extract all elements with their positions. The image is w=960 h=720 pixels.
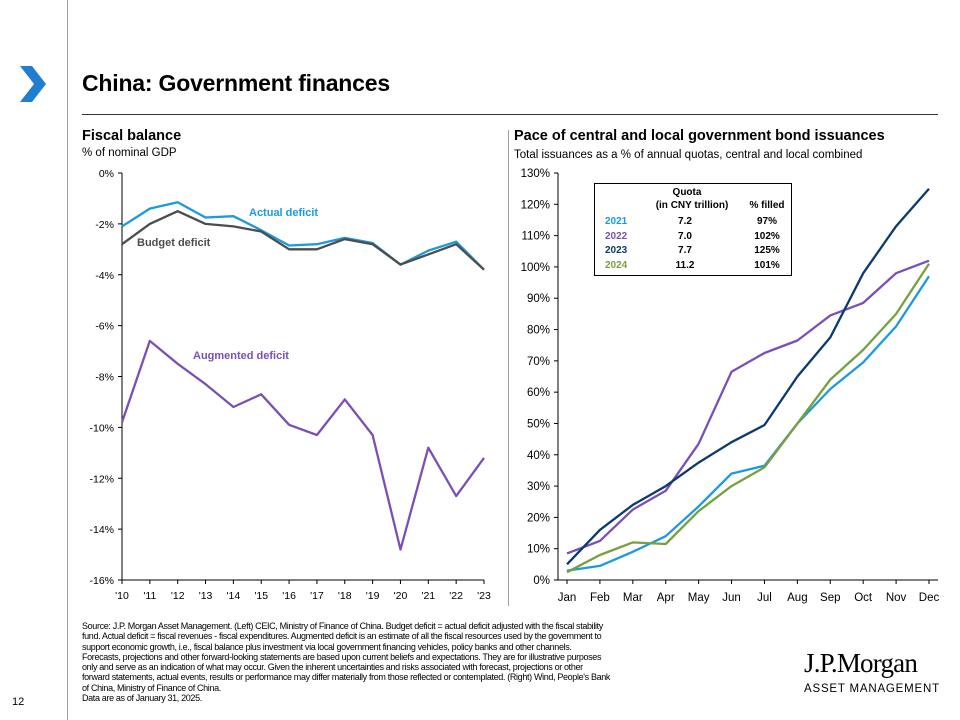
right-chart-title: Pace of central and local government bon…	[514, 128, 885, 144]
x-tick-label: '15	[254, 590, 268, 602]
x-tick-label: '21	[421, 590, 435, 602]
y-tick-label: -8%	[95, 372, 114, 384]
quota-header-units: (in CNY trillion)	[655, 200, 729, 211]
y-tick-label: 10%	[527, 544, 550, 556]
x-tick-label: Mar	[623, 592, 643, 604]
x-tick-label: May	[688, 592, 710, 604]
series-line-budget-deficit	[121, 210, 485, 271]
quota-cell-quota: 7.7	[678, 245, 692, 256]
jpmorgan-logo: J.P.Morgan ASSET MANAGEMENT	[804, 648, 940, 695]
x-tick-label: '12	[171, 590, 185, 602]
source-line: Forecasts, projections and other forward…	[82, 651, 602, 662]
quota-cell-year: 2024	[605, 259, 628, 271]
x-tick-label: Oct	[854, 592, 873, 604]
source-line: Source: J.P. Morgan Asset Management. (L…	[82, 621, 603, 631]
quota-cell-year: 2021	[605, 216, 628, 227]
y-tick-label: 120%	[521, 199, 550, 211]
quota-cell-year: 2023	[605, 245, 628, 256]
series-line-2024	[566, 263, 930, 574]
y-tick-label: 110%	[521, 231, 550, 243]
x-tick-label: Jun	[722, 592, 741, 604]
x-tick-label: '10	[115, 590, 129, 602]
x-tick-label: Apr	[657, 592, 675, 604]
y-tick-label: 80%	[527, 325, 550, 337]
series-line-actual-deficit	[121, 201, 485, 271]
y-tick-label: -2%	[95, 219, 114, 231]
title-rule	[82, 114, 938, 115]
y-tick-label: 0%	[99, 168, 114, 180]
y-tick-label: 0%	[533, 575, 550, 587]
x-tick-label: '14	[227, 590, 241, 602]
y-tick-label: 70%	[527, 356, 550, 368]
quota-cell-filled: 101%	[754, 259, 780, 271]
quota-cell-quota: 7.2	[678, 216, 692, 227]
source-line: of China, Ministry of Finance of China.	[82, 682, 221, 693]
series-label-augmented-deficit: Augmented deficit	[193, 350, 289, 362]
x-tick-label: Dec	[919, 592, 940, 604]
filled-header: % filled	[749, 200, 785, 211]
x-tick-label: '13	[199, 590, 213, 602]
series-line-2022	[566, 259, 930, 555]
y-tick-label: -6%	[95, 321, 114, 333]
y-tick-label: 40%	[527, 450, 550, 462]
x-tick-label: '20	[394, 590, 408, 602]
x-tick-label: '23	[477, 590, 491, 602]
x-tick-label: '22	[449, 590, 463, 602]
x-tick-label: Nov	[886, 592, 907, 604]
x-tick-label: Jan	[558, 592, 577, 604]
quota-table: Quota (in CNY trillion) % filled 2021 7.2…	[594, 183, 792, 276]
quota-cell-filled: 102%	[754, 230, 780, 242]
y-tick-label: 90%	[527, 293, 550, 305]
logo-subtitle: ASSET MANAGEMENT	[804, 683, 940, 695]
x-tick-label: '19	[366, 590, 380, 602]
y-tick-label: 20%	[527, 512, 550, 524]
series-line-2021	[566, 275, 930, 572]
quota-header: Quota	[672, 187, 702, 198]
y-tick-label: 130%	[521, 168, 550, 180]
y-tick-label: 60%	[527, 387, 550, 399]
quota-cell-filled: 125%	[754, 245, 780, 256]
right-chart-subtitle: Total issuances as a % of annual quotas,…	[514, 149, 863, 161]
source-line: forward statements, actual events, resul…	[82, 672, 611, 683]
source-line: Data are as of January 31, 2025.	[82, 693, 202, 704]
bond-issuance-chart: 0% 10% 20% 30% 40% 50% 60% 70% 80% 90% 100% 110% 120…	[521, 168, 940, 604]
chevron-right-icon	[20, 66, 46, 102]
x-tick-label: '16	[282, 590, 296, 602]
x-tick-label: '11	[143, 590, 156, 602]
y-tick-label: -14%	[89, 524, 114, 536]
logo-wordmark: J.P.Morgan	[804, 648, 918, 678]
y-tick-label: -16%	[89, 575, 114, 587]
source-line: support economic growth, i.e., fiscal ba…	[82, 641, 572, 652]
y-tick-label: 100%	[521, 262, 550, 274]
quota-cell-quota: 7.0	[678, 230, 692, 242]
source-line: fund. Actual deficit = fiscal revenues -…	[82, 631, 602, 642]
source-note: Source: J.P. Morgan Asset Management. (L…	[82, 621, 787, 703]
x-tick-label: Aug	[787, 592, 807, 604]
left-chart-subtitle: % of nominal GDP	[82, 147, 177, 159]
y-tick-label: 50%	[527, 418, 550, 430]
x-tick-label: Jul	[757, 592, 772, 604]
page-title: China: Government finances	[82, 70, 390, 96]
series-label-actual-deficit: Actual deficit	[249, 207, 318, 219]
source-line: only and serve as an indication of what …	[82, 662, 583, 673]
x-tick-label: Sep	[820, 592, 840, 604]
quota-cell-year: 2022	[605, 230, 628, 242]
y-tick-label: -12%	[89, 473, 114, 485]
quota-cell-quota: 11.2	[675, 259, 695, 271]
quota-cell-filled: 97%	[756, 216, 777, 227]
series-label-budget-deficit: Budget deficit	[137, 237, 211, 249]
series-line-augmented-deficit	[120, 339, 485, 551]
y-tick-label: -4%	[95, 270, 114, 282]
y-tick-label: -10%	[89, 422, 114, 434]
series-line-2023	[566, 187, 930, 566]
y-tick-label: 30%	[527, 481, 550, 493]
left-chart-title: Fiscal balance	[82, 128, 182, 144]
x-tick-label: Feb	[590, 592, 610, 604]
x-tick-label: '17	[310, 590, 324, 602]
fiscal-balance-chart: 0% -2% -4% -6% -8% -10% -12% -14% -16%'10 '11 '12 '…	[89, 168, 491, 602]
page-number: 12	[12, 696, 25, 708]
panel-divider	[508, 130, 509, 606]
x-tick-label: '18	[338, 590, 352, 602]
left-margin-rule	[67, 0, 68, 720]
